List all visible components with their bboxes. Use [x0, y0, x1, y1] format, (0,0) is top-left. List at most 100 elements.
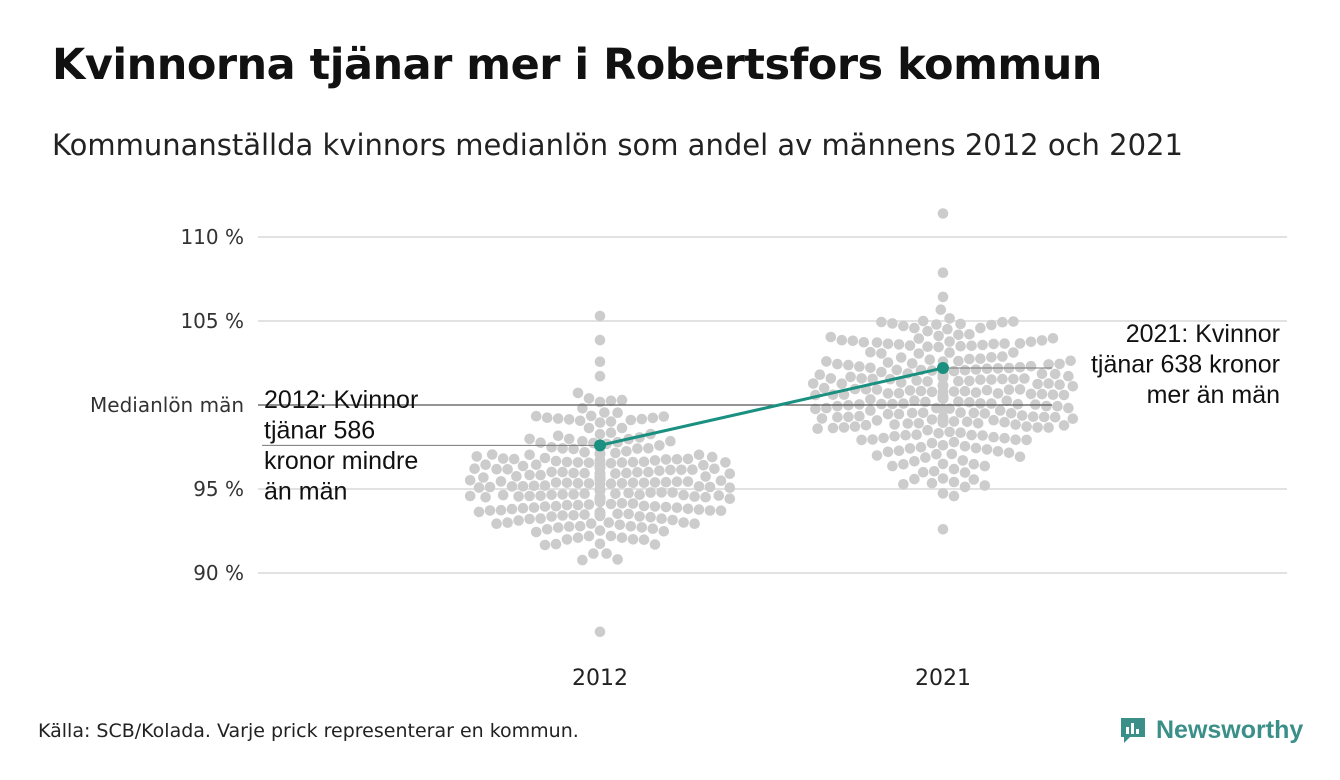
municipality-dot — [464, 490, 476, 502]
municipality-dot — [964, 375, 975, 387]
municipality-dot — [594, 396, 606, 408]
municipality-dot — [517, 502, 529, 514]
annotation-line: tjänar 638 kronor — [1091, 351, 1280, 379]
municipality-dot — [867, 373, 878, 385]
municipality-dot — [550, 500, 562, 512]
municipality-dot — [847, 335, 859, 347]
municipality-dot — [988, 414, 999, 426]
municipality-dot — [931, 448, 942, 460]
municipality-dot — [922, 341, 933, 353]
municipality-dot — [893, 388, 905, 399]
municipality-dot — [561, 456, 573, 468]
municipality-dot — [638, 456, 650, 468]
municipality-dot — [585, 410, 597, 422]
municipality-dot — [1010, 419, 1021, 430]
municipality-dot — [478, 472, 489, 483]
municipality-dot — [909, 395, 920, 406]
highlight-layer — [262, 362, 1052, 452]
municipality-dot — [911, 375, 922, 386]
municipality-dot — [913, 333, 925, 344]
municipality-dot — [469, 463, 480, 475]
municipality-dot — [495, 504, 507, 516]
municipality-dot — [546, 466, 557, 478]
municipality-dot — [1032, 422, 1043, 433]
municipality-dot — [632, 467, 643, 478]
municipality-dot — [517, 460, 529, 472]
municipality-dot — [535, 513, 546, 524]
municipality-dot — [550, 477, 562, 488]
municipality-dot — [665, 435, 676, 447]
municipality-dot — [913, 348, 925, 359]
municipality-dot — [601, 548, 612, 559]
municipality-dot — [953, 355, 964, 367]
municipality-dot — [568, 489, 579, 500]
x-category-label: 2021 — [915, 666, 971, 691]
municipality-dot — [926, 437, 938, 449]
municipality-dot — [979, 408, 991, 419]
municipality-dot — [541, 412, 553, 424]
municipality-dot — [552, 413, 564, 424]
annotation-line: 2012: Kvinnor — [264, 386, 418, 414]
municipality-dot — [904, 340, 916, 351]
municipality-dot — [915, 441, 927, 453]
municipality-dot — [865, 346, 876, 358]
municipality-dot — [682, 476, 694, 487]
municipality-dot — [968, 407, 980, 419]
municipality-dot — [889, 419, 900, 430]
municipality-dot — [876, 398, 887, 410]
municipality-dot — [678, 517, 689, 528]
highlight-line — [599, 366, 944, 447]
municipality-dot — [887, 398, 898, 410]
municipality-dot — [636, 413, 648, 425]
municipality-dot — [649, 501, 661, 512]
municipality-dot — [1054, 358, 1065, 370]
municipality-dot — [946, 448, 958, 460]
municipality-dot — [807, 378, 819, 389]
municipality-dot — [953, 375, 964, 387]
municipality-dot — [981, 444, 993, 455]
municipality-dot — [986, 374, 997, 385]
municipality-dot — [634, 511, 645, 522]
municipality-dot — [634, 489, 645, 501]
y-tick-label: 110 % — [180, 225, 244, 249]
municipality-dot — [502, 517, 513, 528]
municipality-dot — [999, 338, 1010, 349]
municipality-dot — [700, 491, 711, 503]
municipality-dot — [836, 334, 848, 346]
municipality-dot — [621, 446, 632, 457]
municipality-dot — [667, 514, 678, 526]
municipality-dot — [1012, 398, 1024, 410]
municipality-dot — [979, 480, 991, 491]
newsworthy-logo[interactable]: Newsworthy — [1118, 713, 1303, 747]
municipality-dot — [937, 208, 949, 219]
beeswarm-chart: 90 % 95 % 105 % 110 % Medianlön män 2012: Kvi… — [90, 208, 1287, 691]
municipality-dot — [546, 489, 557, 501]
municipality-dot — [917, 315, 929, 327]
municipality-dot — [913, 418, 925, 429]
municipality-dot — [643, 443, 654, 454]
municipality-dot — [832, 400, 843, 412]
municipality-dot — [572, 499, 584, 511]
municipality-dot — [948, 490, 960, 502]
municipality-dot — [882, 338, 894, 350]
municipality-dot — [964, 353, 975, 365]
municipality-dot — [1014, 451, 1026, 463]
municipality-dot — [926, 414, 938, 425]
municipality-dot — [698, 459, 709, 471]
municipality-dot — [524, 433, 535, 445]
municipality-dot — [832, 411, 843, 423]
municipality-dot — [997, 373, 1008, 385]
municipality-dot — [981, 384, 993, 396]
municipality-dot — [530, 410, 542, 422]
y-tick-label: 90 % — [193, 561, 244, 585]
municipality-dot — [572, 532, 584, 543]
municipality-dot — [625, 414, 637, 426]
municipality-dot — [724, 482, 736, 494]
municipality-dot — [623, 487, 634, 499]
municipality-dot — [889, 431, 900, 442]
municipality-dot — [704, 505, 716, 516]
source-note: Källa: SCB/Kolada. Varje prick represent… — [38, 720, 579, 742]
municipality-dot — [933, 428, 944, 439]
municipality-dot — [856, 434, 867, 446]
chart-subtitle: Kommunanställda kvinnors medianlön som a… — [52, 128, 1183, 162]
